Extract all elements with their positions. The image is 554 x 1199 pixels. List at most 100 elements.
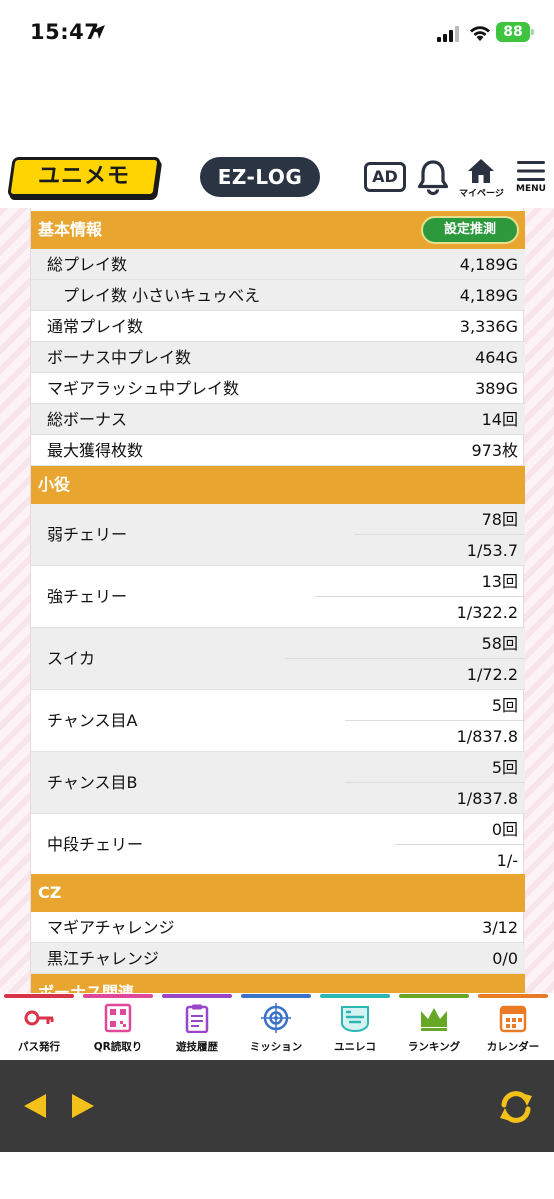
section-title: 基本情報 <box>38 220 103 239</box>
row-label: 中段チェリー <box>47 835 144 854</box>
row-label: 弱チェリー <box>47 525 128 544</box>
mypage-label: マイページ <box>459 189 504 199</box>
row-label: スイカ <box>47 649 96 668</box>
menu-label: MENU <box>516 184 546 194</box>
row-label: チャンス目B <box>47 773 138 792</box>
table-row: 総プレイ数 4,189G <box>31 249 525 280</box>
row-divider <box>345 720 525 721</box>
row-label: 総ボーナス <box>47 410 128 429</box>
nav-label: ユニレコ <box>334 1041 376 1053</box>
row-value: 14回 <box>481 410 518 429</box>
ad-button[interactable]: AD <box>364 162 406 192</box>
battery-indicator: 88 <box>496 22 534 42</box>
nav-color-bar <box>83 994 153 998</box>
table-row: チャンス目A 5回 1/837.8 <box>31 690 525 752</box>
table-row: マギアチャレンジ 3/12 <box>31 912 525 943</box>
row-label: マギアチャレンジ <box>47 918 175 937</box>
key-icon <box>24 1010 54 1026</box>
row-label: 強チェリー <box>47 587 128 606</box>
bottom-nav: パス発行 QR読取り 遊技履歴 ミッション <box>0 993 554 1060</box>
clipboard-icon <box>185 1004 209 1033</box>
table-row: プレイ数 小さいキュゥべえ 4,189G <box>31 280 525 311</box>
site-header: ユニメモ EZ-LOG AD マイページ MENU <box>0 150 554 208</box>
section-title: 小役 <box>38 475 71 494</box>
row-count: 78回 <box>481 510 518 529</box>
data-content-area[interactable]: 基本情報 設定推測 総プレイ数 4,189G プレイ数 小さいキュゥべえ 4,1… <box>0 208 554 993</box>
row-divider <box>315 596 525 597</box>
table-row: 強チェリー 13回 1/322.2 <box>31 566 525 628</box>
row-label: 最大獲得枚数 <box>47 441 144 460</box>
crown-icon <box>421 1008 447 1031</box>
hamburger-menu-icon <box>517 161 545 181</box>
row-count: 13回 <box>481 572 518 591</box>
row-rate: 1/837.8 <box>456 789 518 808</box>
nav-label: ランキング <box>407 1041 461 1053</box>
row-divider <box>345 782 525 783</box>
status-time: 15:47 <box>30 20 100 44</box>
row-count: 0回 <box>491 820 518 839</box>
nav-color-bar <box>241 994 311 998</box>
nav-color-bar <box>399 994 469 998</box>
nav-item-unireco[interactable]: ユニレコ <box>316 993 394 1060</box>
table-row: 弱チェリー 78回 1/53.7 <box>31 504 525 566</box>
table-row: 中段チェリー 0回 1/- <box>31 814 525 876</box>
nav-item-qr[interactable]: QR読取り <box>79 993 157 1060</box>
nav-label: パス発行 <box>18 1041 60 1053</box>
table-row: スイカ 58回 1/72.2 <box>31 628 525 690</box>
nav-label: 遊技履歴 <box>176 1041 218 1053</box>
row-rate: 1/322.2 <box>456 603 518 622</box>
wifi-icon <box>470 26 490 41</box>
nav-item-mission[interactable]: ミッション <box>237 993 315 1060</box>
row-label: ボーナス中プレイ数 <box>47 348 192 367</box>
row-label: 総プレイ数 <box>47 255 128 274</box>
table-row: 黒江チャレンジ 0/0 <box>31 943 525 974</box>
unireco-badge-icon <box>341 1006 369 1033</box>
menu-button[interactable]: MENU <box>511 160 551 206</box>
row-label: プレイ数 小さいキュゥべえ <box>63 286 261 305</box>
unimemo-logo[interactable]: ユニメモ <box>7 157 161 197</box>
row-rate: 1/- <box>496 851 518 870</box>
section-header-basic: 基本情報 設定推測 <box>31 211 525 249</box>
reload-icon[interactable] <box>496 1088 536 1126</box>
row-count: 5回 <box>491 758 518 777</box>
row-label: チャンス目A <box>47 711 138 730</box>
section-header-bonus: ボーナス関連 <box>31 974 525 993</box>
row-value: 464G <box>475 348 518 367</box>
row-value: 973枚 <box>471 441 518 460</box>
row-rate: 1/837.8 <box>456 727 518 746</box>
table-row: 最大獲得枚数 973枚 <box>31 435 525 466</box>
table-row: 総ボーナス 14回 <box>31 404 525 435</box>
section-title: CZ <box>38 883 62 902</box>
forward-arrow-icon[interactable] <box>70 1092 96 1120</box>
browser-toolbar <box>0 1060 554 1152</box>
mypage-button[interactable]: マイページ <box>459 158 504 206</box>
status-bar: 15:47 88 <box>0 0 554 66</box>
bell-icon[interactable] <box>416 158 450 196</box>
nav-item-history[interactable]: 遊技履歴 <box>158 993 236 1060</box>
back-arrow-icon[interactable] <box>22 1092 48 1120</box>
row-value: 3,336G <box>459 317 518 336</box>
row-value: 4,189G <box>459 255 518 274</box>
row-count: 58回 <box>481 634 518 653</box>
row-value: 4,189G <box>459 286 518 305</box>
cellular-signal-icon <box>437 26 459 42</box>
row-value: 389G <box>475 379 518 398</box>
nav-item-pass[interactable]: パス発行 <box>0 993 78 1060</box>
section-header-koyaku: 小役 <box>31 466 525 504</box>
setting-estimate-button[interactable]: 設定推測 <box>421 216 519 244</box>
home-icon <box>468 159 494 183</box>
row-value: 3/12 <box>482 918 518 937</box>
nav-item-calendar[interactable]: カレンダー <box>474 993 552 1060</box>
table-row: マギアラッシュ中プレイ数 389G <box>31 373 525 404</box>
nav-item-ranking[interactable]: ランキング <box>395 993 473 1060</box>
ezlog-button[interactable]: EZ-LOG <box>200 157 320 197</box>
nav-color-bar <box>320 994 390 998</box>
nav-color-bar <box>162 994 232 998</box>
nav-color-bar <box>4 994 74 998</box>
section-title: ボーナス関連 <box>38 983 135 993</box>
nav-label: QR読取り <box>93 1041 143 1053</box>
row-divider <box>285 658 525 659</box>
row-label: 黒江チャレンジ <box>47 949 159 968</box>
target-icon <box>261 1003 291 1033</box>
location-arrow-icon <box>91 25 105 39</box>
